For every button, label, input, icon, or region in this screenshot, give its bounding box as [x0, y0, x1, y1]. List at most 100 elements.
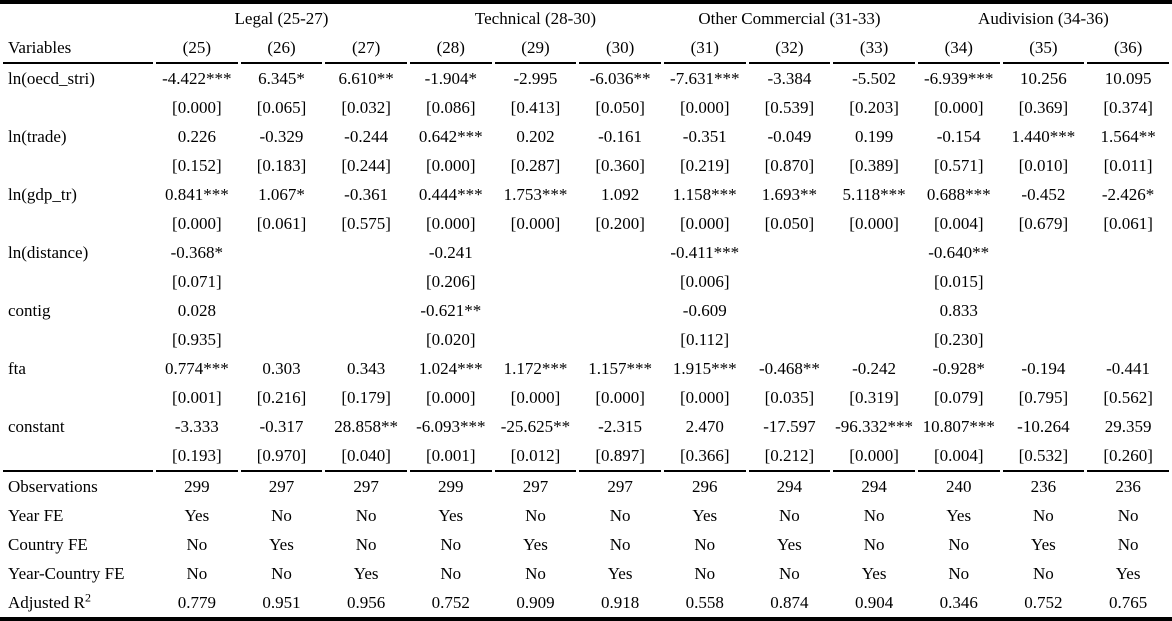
pvalue-cell: [0.035]	[764, 388, 815, 407]
coefficient-cell: 0.642***	[418, 127, 483, 146]
pvalue-cell: [0.870]	[764, 156, 815, 175]
summary-value-cell: No	[355, 535, 377, 554]
group-header-spacer	[3, 4, 153, 33]
coefficient-row: fta 0.774*** 0.303 0.343 1.024*** 1.172*** 1.1…	[3, 354, 1169, 383]
pvalue-cell	[1087, 267, 1169, 296]
pvalue-cell: [0.000]	[679, 388, 730, 407]
pvalue-cell: [0.000]	[679, 98, 730, 117]
pvalue-cell: [0.000]	[510, 214, 561, 233]
pvalue-cell: [0.575]	[341, 214, 391, 233]
coefficient-cell: 0.226	[177, 127, 216, 146]
pvalue-cell: [0.179]	[341, 388, 391, 407]
column-header: (25)	[156, 33, 238, 64]
column-header: (33)	[833, 33, 915, 64]
summary-value-cell: 0.874	[770, 593, 809, 612]
coefficient-row: ln(trade) 0.226 -0.329 -0.244 0.642*** 0.202 -…	[3, 122, 1169, 151]
pvalue-cell: [0.287]	[510, 156, 561, 175]
coefficient-cell: -96.332***	[835, 417, 914, 436]
group-header-audivision: Audivision (34-36)	[978, 9, 1109, 28]
pvalue-cell: [0.061]	[1103, 214, 1153, 233]
pvalue-cell: [0.040]	[325, 441, 407, 472]
summary-value-cell: No	[779, 564, 800, 583]
coefficient-cell: -3.333	[174, 417, 219, 436]
coefficient-cell: 10.095	[1104, 69, 1152, 88]
variable-label: ln(gdp_tr)	[8, 185, 77, 204]
pvalue-cell: [0.532]	[1002, 441, 1085, 472]
column-header: (27)	[325, 33, 407, 64]
summary-label-text: Year-Country FE	[8, 564, 125, 583]
pvalue-cell: [0.000]	[426, 388, 476, 407]
column-header: (34)	[917, 33, 1000, 64]
summary-row: Year-Country FE No No Yes No No Yes No No Yes No No…	[3, 559, 1169, 588]
coefficient-cell: 0.199	[854, 127, 894, 146]
coefficient-cell	[833, 296, 915, 325]
pvalue-cell	[1003, 267, 1085, 296]
coefficient-cell: -0.609	[682, 301, 727, 320]
pvalue-cell: [0.011]	[1103, 156, 1153, 175]
column-header: (35)	[1002, 33, 1085, 64]
summary-value-cell: 240	[945, 477, 972, 496]
pvalue-cell	[241, 267, 323, 296]
coefficient-cell: 0.343	[347, 359, 386, 378]
coefficient-cell: -25.625**	[500, 417, 571, 436]
coefficient-cell: 10.807***	[922, 417, 995, 436]
pvalue-cell: [0.000]	[595, 388, 645, 407]
coefficient-cell: -6.036**	[589, 69, 651, 88]
pvalue-cell: [0.000]	[426, 214, 476, 233]
pvalue-cell	[325, 267, 407, 296]
pvalue-cell: [0.020]	[426, 330, 476, 349]
pvalue-cell	[495, 267, 577, 296]
variable-label: constant	[8, 417, 65, 436]
summary-value-cell: 0.752	[431, 593, 470, 612]
pvalue-cell: [0.010]	[1018, 156, 1069, 175]
pvalue-cell: [0.032]	[341, 98, 391, 117]
pvalue-cell: [0.071]	[172, 272, 222, 291]
coefficient-cell: 0.841***	[164, 185, 229, 204]
coefficient-row: ln(oecd_stri) -4.422*** 6.345* 6.610** -1.90…	[3, 64, 1169, 93]
summary-value-cell: Yes	[353, 564, 379, 583]
pvalue-row: [0.000] [0.061] [0.575] [0.000] [0.000] [0.20…	[3, 209, 1169, 238]
pvalue-cell: [0.897]	[579, 441, 661, 472]
coefficient-cell: -1.904*	[424, 69, 477, 88]
pvalue-cell	[1003, 325, 1085, 354]
coefficient-cell: 5.118***	[842, 185, 906, 204]
summary-value-cell: No	[1117, 506, 1139, 525]
summary-value-cell: No	[1117, 535, 1139, 554]
coefficient-cell	[241, 238, 323, 267]
summary-value-cell: 294	[861, 477, 887, 496]
pvalue-cell: [0.086]	[426, 98, 476, 117]
summary-value-cell: Yes	[523, 535, 548, 554]
group-header-technical: Technical (28-30)	[474, 9, 596, 28]
summary-value-cell: No	[440, 564, 462, 583]
summary-label: Adjusted R2	[3, 588, 153, 617]
summary-label: Country FE	[3, 530, 153, 559]
pvalue-cell: [0.000]	[833, 441, 915, 472]
summary-value-cell: 0.765	[1108, 593, 1148, 612]
coefficient-cell: -0.928*	[932, 359, 985, 378]
pvalue-cell: [0.152]	[172, 156, 222, 175]
pvalue-cell: [0.389]	[849, 156, 899, 175]
pvalue-cell	[749, 325, 831, 354]
pvalue-cell: [0.679]	[1018, 214, 1069, 233]
pvalue-cell: [0.012]	[494, 441, 577, 472]
summary-value-cell: 297	[268, 477, 295, 496]
summary-label: Observations	[3, 472, 153, 501]
pvalue-cell: [0.230]	[933, 330, 984, 349]
column-header: (31)	[663, 33, 746, 64]
pvalue-cell	[241, 325, 323, 354]
summary-value-cell: Yes	[1031, 535, 1056, 554]
summary-value-cell: No	[948, 564, 970, 583]
column-header: (30)	[579, 33, 661, 64]
column-header-row: Variables (25) (26) (27) (28) (29) (30) …	[3, 33, 1169, 64]
pvalue-cell	[1087, 325, 1169, 354]
pvalue-cell: [0.000]	[172, 98, 222, 117]
pvalue-cell: [0.413]	[510, 98, 561, 117]
summary-value-cell: Yes	[1115, 564, 1141, 583]
coefficient-cell: 0.202	[516, 127, 555, 146]
summary-value-cell: No	[186, 535, 208, 554]
summary-row: Year FE Yes No No Yes No No Yes No No Yes No No	[3, 501, 1169, 530]
summary-value-cell: No	[863, 506, 885, 525]
summary-value-cell: 0.779	[177, 593, 216, 612]
summary-value-cell: Yes	[438, 506, 464, 525]
summary-label-text: Observations	[8, 477, 98, 496]
